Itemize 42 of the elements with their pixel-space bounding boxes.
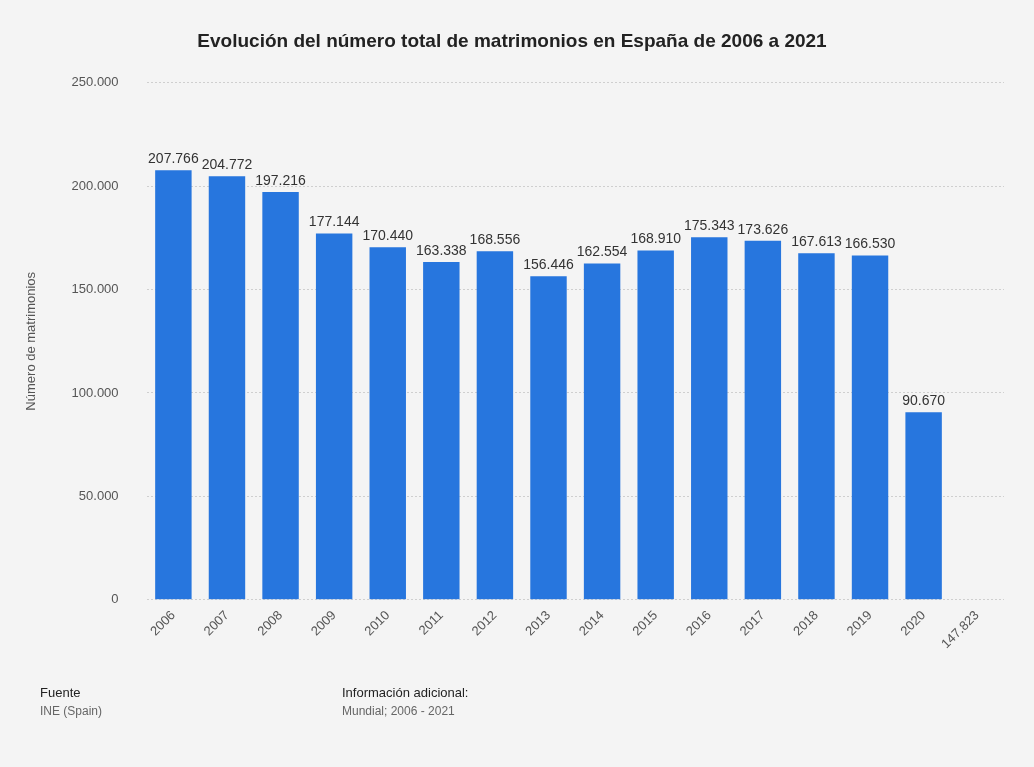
bar: [423, 262, 460, 600]
bar: [744, 240, 782, 600]
bar: [315, 233, 353, 600]
data-label: 90.670: [902, 392, 946, 409]
y-tick-label: 200.000: [71, 177, 119, 193]
bar: [530, 276, 567, 600]
bar: [851, 255, 889, 600]
bar: [637, 250, 674, 600]
data-label: 162.554: [576, 243, 628, 260]
data-label: 197.216: [255, 171, 307, 188]
chart-title: Evolución del número total de matrimonios en España de 2006 a 2021: [197, 29, 828, 51]
y-tick-label: 250.000: [71, 74, 119, 90]
data-label: 177.144: [308, 213, 360, 230]
bar: [262, 191, 299, 600]
data-label: 167.613: [791, 233, 842, 250]
y-tick-label: 0: [111, 591, 119, 607]
text: Fuente: [40, 684, 82, 702]
bar: [369, 247, 406, 600]
text: INE (Spain): [40, 703, 103, 720]
bar: [798, 253, 835, 600]
y-tick-label: 100.000: [71, 384, 119, 400]
bar: [476, 251, 514, 600]
y-tick-label: 50.000: [78, 487, 119, 503]
data-label: 168.910: [630, 230, 682, 247]
data-label: 175.343: [683, 217, 735, 234]
data-label: 166.530: [844, 235, 896, 252]
bar: [208, 176, 246, 600]
bar: [691, 237, 728, 600]
data-label: 168.556: [469, 231, 521, 248]
data-label: 207.766: [148, 149, 199, 166]
data-label: 173.626: [737, 220, 789, 237]
text: Información adicional:: [342, 684, 469, 702]
bar: [155, 170, 192, 600]
data-label: 170.440: [362, 227, 414, 244]
data-label: 156.446: [523, 256, 575, 273]
data-label: 204.772: [201, 156, 253, 173]
data-label: 163.338: [416, 241, 467, 258]
bar: [583, 263, 621, 600]
text: Mundial; 2006 - 2021: [342, 703, 456, 720]
bar: [905, 412, 942, 600]
y-axis-title: Número de matrimonios: [23, 271, 39, 411]
y-tick-label: 150.000: [71, 281, 119, 297]
